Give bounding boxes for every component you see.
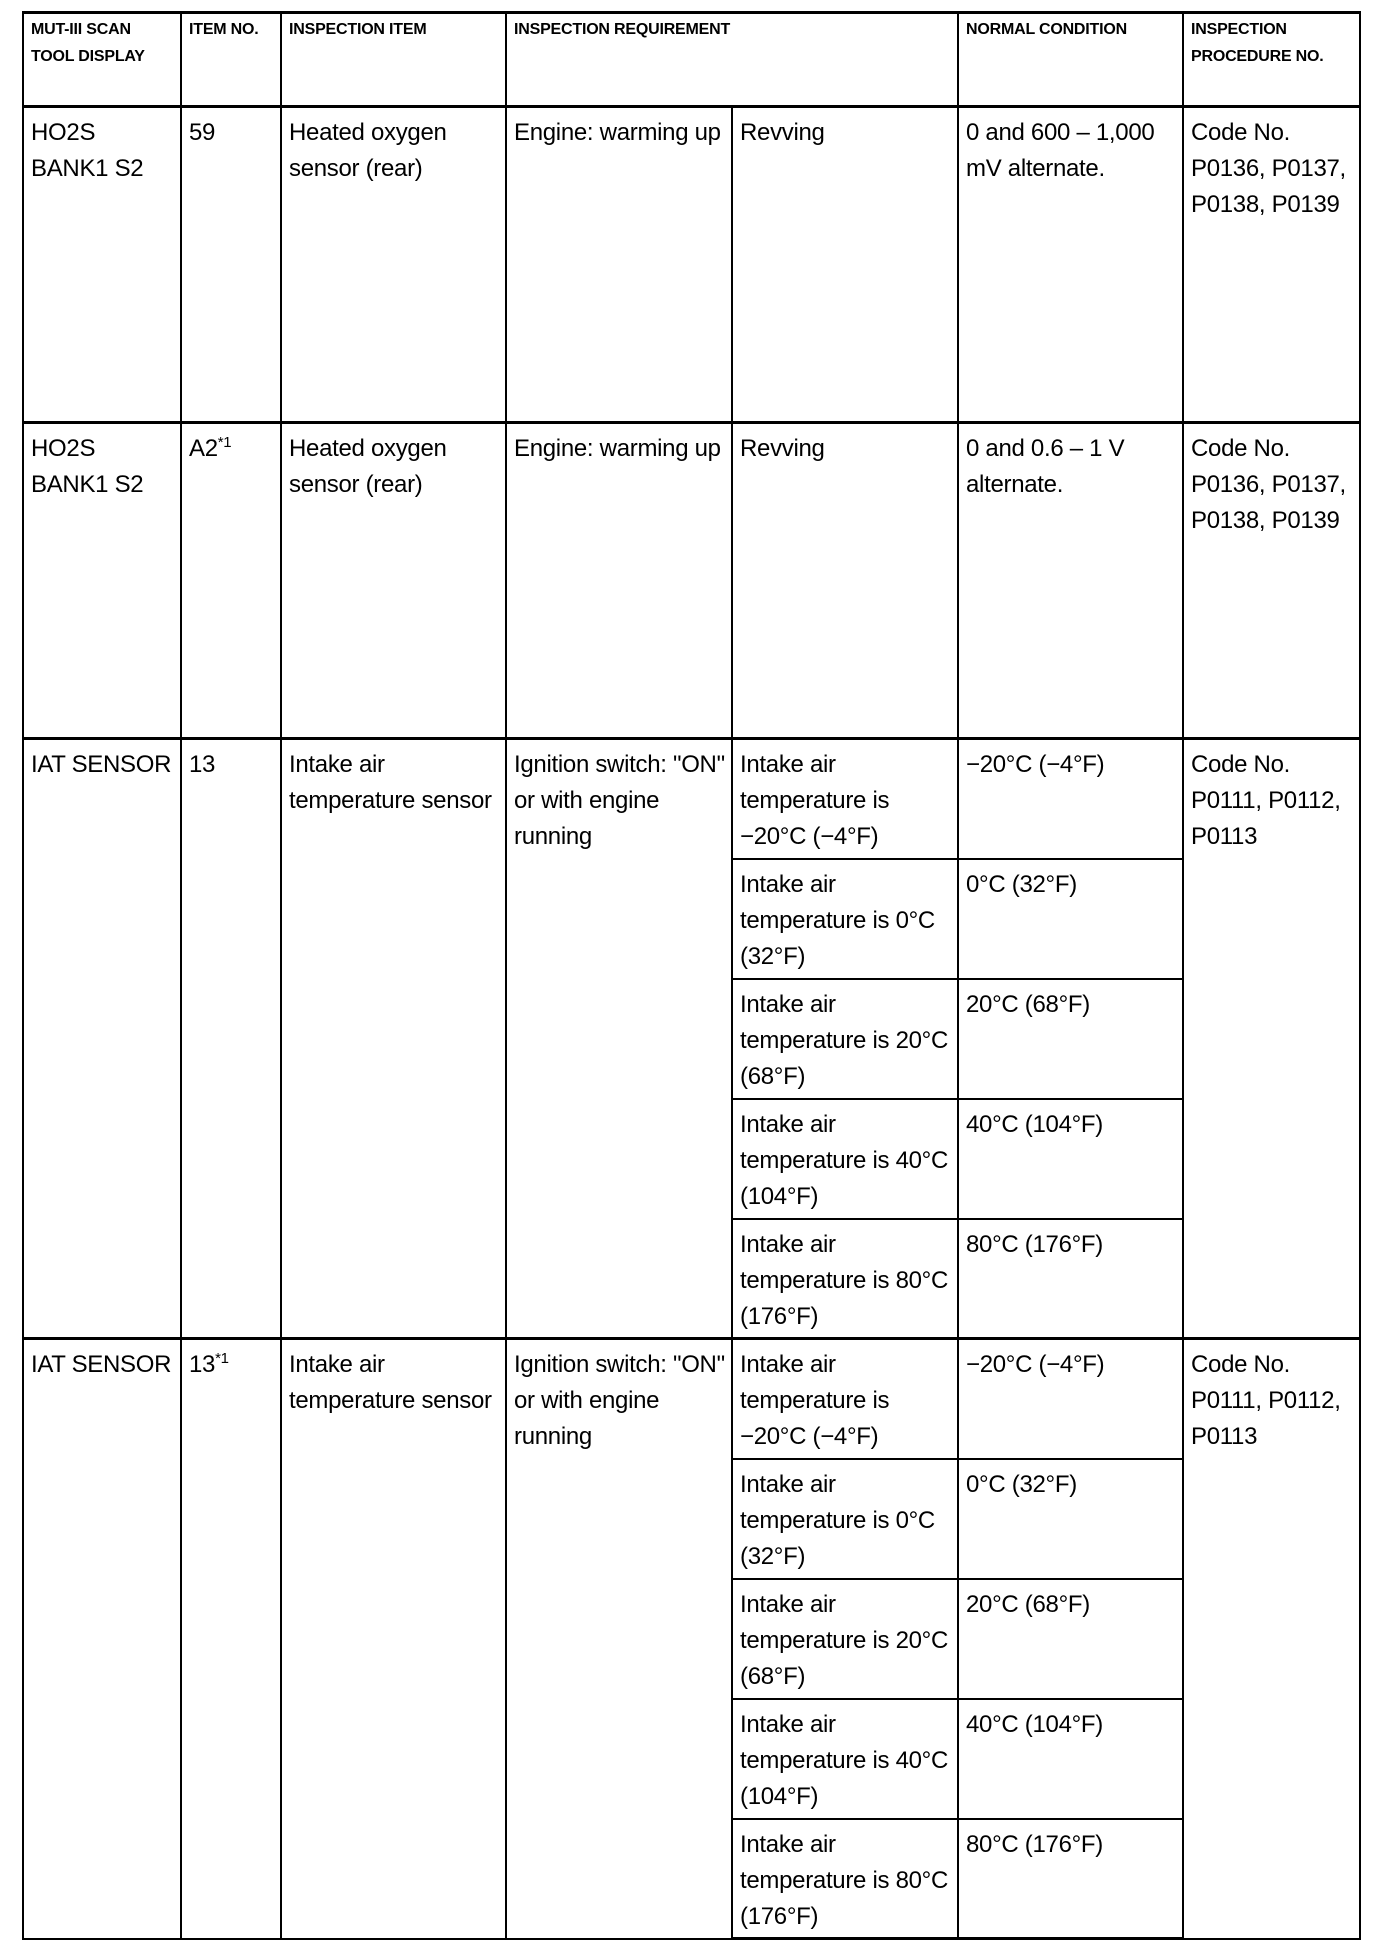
normal-condition-cell: 0 and 600 – 1,000 mV alternate. <box>957 105 1184 424</box>
header-procedure-no: INSPECTION PROCEDURE NO. <box>1182 11 1361 108</box>
header-display: MUT-III SCAN TOOL DISPLAY <box>22 11 182 108</box>
normal-condition-cell: 0°C (32°F) <box>957 1457 1184 1580</box>
condition-cell: Intake air temperature is 80°C (176°F) <box>731 1817 959 1940</box>
requirement-cell: Ignition switch: "ON" or with engine run… <box>505 1337 733 1940</box>
requirement-cell: Ignition switch: "ON" or with engine run… <box>505 737 733 1340</box>
item-no-cell: 13*1 <box>180 1337 282 1940</box>
display-cell: IAT SENSOR <box>22 1337 182 1940</box>
display-cell: HO2S BANK1 S2 <box>22 421 182 740</box>
item-no: 13 <box>189 1351 216 1378</box>
table-row: Intake air temperature is 20°C (68°F) 20°… <box>23 977 1360 1100</box>
table-row: Intake air temperature is 40°C (104°F) 40… <box>23 1097 1360 1220</box>
header-inspection-requirement: INSPECTION REQUIREMENT <box>505 11 959 108</box>
table-row: Intake air temperature is 20°C (68°F) 20°… <box>23 1577 1360 1700</box>
requirement-cell: Engine: warming up <box>505 105 733 424</box>
condition-cell: Intake air temperature is 40°C (104°F) <box>731 1097 959 1220</box>
table-row: Intake air temperature is 40°C (104°F) 40… <box>23 1697 1360 1820</box>
requirement-cell: Engine: warming up <box>505 421 733 740</box>
normal-condition-cell: 80°C (176°F) <box>957 1817 1184 1940</box>
condition-cell: Intake air temperature is 0°C (32°F) <box>731 1457 959 1580</box>
table-row: Intake air temperature is 0°C (32°F) 0°C … <box>23 857 1360 980</box>
normal-condition-cell: 20°C (68°F) <box>957 1577 1184 1700</box>
item-no-cell: 13 <box>180 737 282 1340</box>
condition-cell: Revving <box>731 105 959 424</box>
item-no: 13 <box>189 751 216 778</box>
table-row: Intake air temperature is 80°C (176°F) 80… <box>23 1817 1360 1940</box>
procedure-cell: Code No. P0136, P0137, P0138, P0139 <box>1182 105 1361 424</box>
condition-cell: Intake air temperature is −20°C (−4°F) <box>731 737 959 860</box>
procedure-cell: Code No. P0111, P0112, P0113 <box>1182 737 1361 1340</box>
procedure-cell: Code No. P0136, P0137, P0138, P0139 <box>1182 421 1361 740</box>
procedure-cell: Code No. P0111, P0112, P0113 <box>1182 1337 1361 1940</box>
item-no-cell: A2*1 <box>180 421 282 740</box>
item-no: 59 <box>189 119 216 146</box>
item-no: A2 <box>189 435 218 462</box>
table-row: Intake air temperature is 80°C (176°F) 80… <box>23 1217 1360 1340</box>
header-item-no: ITEM NO. <box>180 11 282 108</box>
footnote-mark: *1 <box>215 1350 229 1367</box>
normal-condition-cell: 80°C (176°F) <box>957 1217 1184 1340</box>
condition-cell: Intake air temperature is 20°C (68°F) <box>731 977 959 1100</box>
item-no-cell: 59 <box>180 105 282 424</box>
header-normal-condition: NORMAL CONDITION <box>957 11 1184 108</box>
table-row: IAT SENSOR 13*1 Intake air temperature sen… <box>22 1337 1361 1940</box>
condition-cell: Revving <box>731 421 959 740</box>
condition-cell: Intake air temperature is 20°C (68°F) <box>731 1577 959 1700</box>
header-row: MUT-III SCAN TOOL DISPLAY ITEM NO. INSPE… <box>22 11 1361 108</box>
normal-condition-cell: 0°C (32°F) <box>957 857 1184 980</box>
normal-condition-cell: −20°C (−4°F) <box>957 1337 1184 1460</box>
inspection-item-cell: Heated oxygen sensor (rear) <box>280 421 507 740</box>
table-row: HO2S BANK1 S2 59 Heated oxygen sensor (rea… <box>22 105 1361 424</box>
inspection-table: MUT-III SCAN TOOL DISPLAY ITEM NO. INSPE… <box>22 11 1361 1940</box>
condition-cell: Intake air temperature is 80°C (176°F) <box>731 1217 959 1340</box>
normal-condition-cell: 40°C (104°F) <box>957 1697 1184 1820</box>
table-row: IAT SENSOR 13 Intake air temperature senso… <box>22 737 1361 1340</box>
normal-condition-cell: 0 and 0.6 – 1 V alternate. <box>957 421 1184 740</box>
inspection-item-cell: Intake air temperature sensor <box>280 1337 507 1940</box>
inspection-item-cell: Intake air temperature sensor <box>280 737 507 1340</box>
table-row: HO2S BANK1 S2 A2*1 Heated oxygen sensor (r… <box>22 421 1361 740</box>
display-cell: IAT SENSOR <box>22 737 182 1340</box>
footnote-mark: *1 <box>217 434 232 451</box>
condition-cell: Intake air temperature is 40°C (104°F) <box>731 1697 959 1820</box>
normal-condition-cell: 20°C (68°F) <box>957 977 1184 1100</box>
condition-cell: Intake air temperature is 0°C (32°F) <box>731 857 959 980</box>
table-row: Intake air temperature is 0°C (32°F) 0°C … <box>23 1457 1360 1580</box>
inspection-item-cell: Heated oxygen sensor (rear) <box>280 105 507 424</box>
normal-condition-cell: −20°C (−4°F) <box>957 737 1184 860</box>
normal-condition-cell: 40°C (104°F) <box>957 1097 1184 1220</box>
display-cell: HO2S BANK1 S2 <box>22 105 182 424</box>
condition-cell: Intake air temperature is −20°C (−4°F) <box>731 1337 959 1460</box>
header-inspection-item: INSPECTION ITEM <box>280 11 507 108</box>
